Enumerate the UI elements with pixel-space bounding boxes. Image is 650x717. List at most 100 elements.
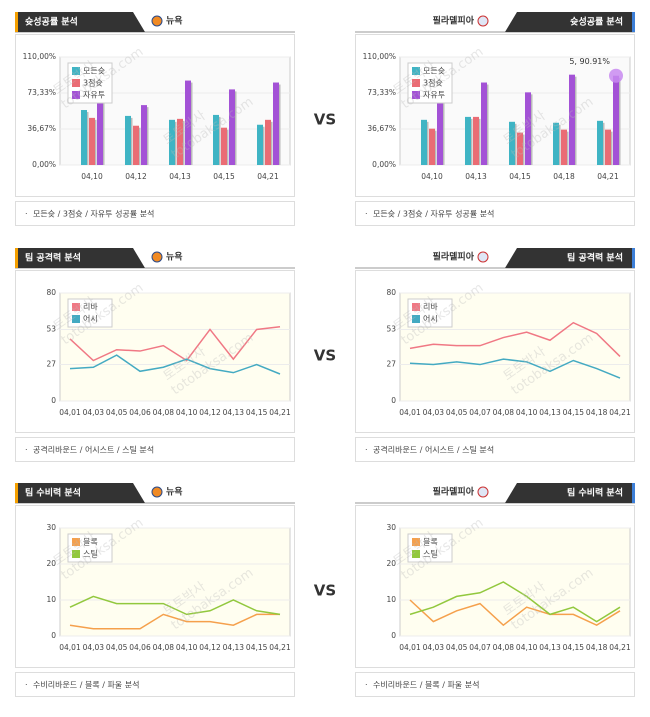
y-tick-label: 10 — [46, 595, 56, 604]
line-series — [409, 581, 621, 623]
bar-shade — [427, 121, 429, 165]
section-title: 슛성공률 분석 — [25, 16, 78, 28]
legend-swatch — [72, 538, 80, 546]
y-tick-label: 10 — [386, 595, 396, 604]
x-tick-label: 04,21 — [609, 643, 631, 652]
x-tick-label: 04,13 — [223, 408, 245, 417]
team-logo — [477, 15, 489, 27]
footer-note: 수비리바운드 / 블록 / 파울 분석 — [33, 680, 139, 690]
bar — [81, 110, 87, 165]
line-series — [69, 354, 281, 375]
legend-label: 자유투 — [423, 91, 445, 100]
line-series — [409, 599, 621, 627]
note-box — [355, 437, 635, 462]
y-tick-label: 73,33% — [367, 88, 396, 97]
y-tick-label: 20 — [46, 559, 56, 568]
y-tick-label: 20 — [386, 559, 396, 568]
bar — [177, 118, 183, 165]
x-tick-label: 04,13 — [539, 643, 561, 652]
footer-note: 모든슛 / 3점슛 / 자유투 성공률 분석 — [33, 209, 154, 219]
bar-shade — [103, 78, 105, 165]
note-dot: · — [365, 681, 368, 690]
header-accent — [632, 483, 635, 503]
bar — [509, 121, 515, 165]
bar — [221, 127, 227, 165]
vs-label: VS — [314, 111, 336, 129]
bar — [517, 132, 523, 165]
x-tick-label: 04,06 — [129, 643, 151, 652]
x-tick-label: 04,21 — [609, 408, 631, 417]
team-name: 필라델피아 — [433, 251, 475, 263]
header-accent — [632, 12, 635, 32]
header-accent — [15, 483, 18, 503]
legend-swatch — [412, 315, 420, 323]
bar-shade — [235, 91, 237, 165]
legend-swatch — [72, 315, 80, 323]
bar-shade — [131, 117, 133, 165]
note-dot: · — [25, 210, 28, 219]
x-tick-label: 04,03 — [83, 408, 105, 417]
x-tick-label: 04,01 — [59, 408, 81, 417]
y-tick-label: 73,33% — [27, 88, 56, 97]
x-tick-label: 04,12 — [199, 643, 221, 652]
legend-swatch — [72, 67, 80, 75]
x-tick-label: 04,15 — [563, 408, 585, 417]
bar — [421, 119, 427, 165]
x-tick-label: 04,01 — [399, 408, 421, 417]
bar — [133, 125, 139, 165]
header-bar — [505, 248, 635, 268]
bar-shade — [567, 131, 569, 165]
header-accent — [15, 248, 18, 268]
team-logo — [151, 15, 163, 27]
bar — [213, 114, 219, 165]
legend-swatch — [412, 303, 420, 311]
x-tick-label: 04,15 — [509, 172, 531, 181]
bar-shade — [191, 82, 193, 165]
legend-swatch — [412, 79, 420, 87]
x-tick-label: 04,08 — [153, 408, 175, 417]
x-tick-label: 04,12 — [199, 408, 221, 417]
bar-shade — [487, 84, 489, 165]
bar — [185, 80, 191, 165]
bar-shade — [603, 122, 605, 165]
x-tick-label: 04,07 — [469, 408, 491, 417]
legend-swatch — [412, 538, 420, 546]
x-tick-label: 04,08 — [493, 408, 515, 417]
vs-label: VS — [314, 582, 336, 600]
y-tick-label: 30 — [46, 523, 56, 532]
bar — [141, 105, 147, 165]
header-accent — [15, 12, 18, 32]
legend-swatch — [72, 79, 80, 87]
x-tick-label: 04,15 — [246, 408, 268, 417]
team-name: 필라델피아 — [433, 15, 475, 27]
x-tick-label: 04,10 — [516, 408, 538, 417]
bar-shade — [435, 130, 437, 165]
x-tick-label: 04,01 — [59, 643, 81, 652]
x-tick-label: 04,01 — [399, 643, 421, 652]
header-bar — [505, 12, 635, 32]
x-tick-label: 04,05 — [106, 643, 128, 652]
bar-shade — [271, 121, 273, 165]
x-tick-label: 04,18 — [553, 172, 575, 181]
bar — [561, 129, 567, 165]
x-tick-label: 04,13 — [465, 172, 487, 181]
line-series — [409, 358, 621, 379]
bar-shade — [559, 124, 561, 165]
x-tick-label: 04,03 — [423, 408, 445, 417]
x-tick-label: 04,05 — [106, 408, 128, 417]
bar — [553, 122, 559, 165]
y-tick-label: 27 — [386, 360, 396, 369]
note-box — [15, 672, 295, 697]
bar-shade — [183, 120, 185, 165]
bar-shade — [147, 107, 149, 165]
bar — [429, 128, 435, 165]
footer-note: 수비리바운드 / 블록 / 파울 분석 — [373, 680, 479, 690]
legend-label: 스틸 — [423, 549, 438, 559]
y-tick-label: 0,00% — [32, 160, 56, 169]
bar — [613, 75, 619, 165]
section-title: 팀 공격력 분석 — [25, 252, 81, 264]
y-tick-label: 27 — [46, 360, 56, 369]
bar-shade — [531, 94, 533, 165]
bar-shade — [87, 112, 89, 165]
highlight-point — [609, 68, 623, 83]
